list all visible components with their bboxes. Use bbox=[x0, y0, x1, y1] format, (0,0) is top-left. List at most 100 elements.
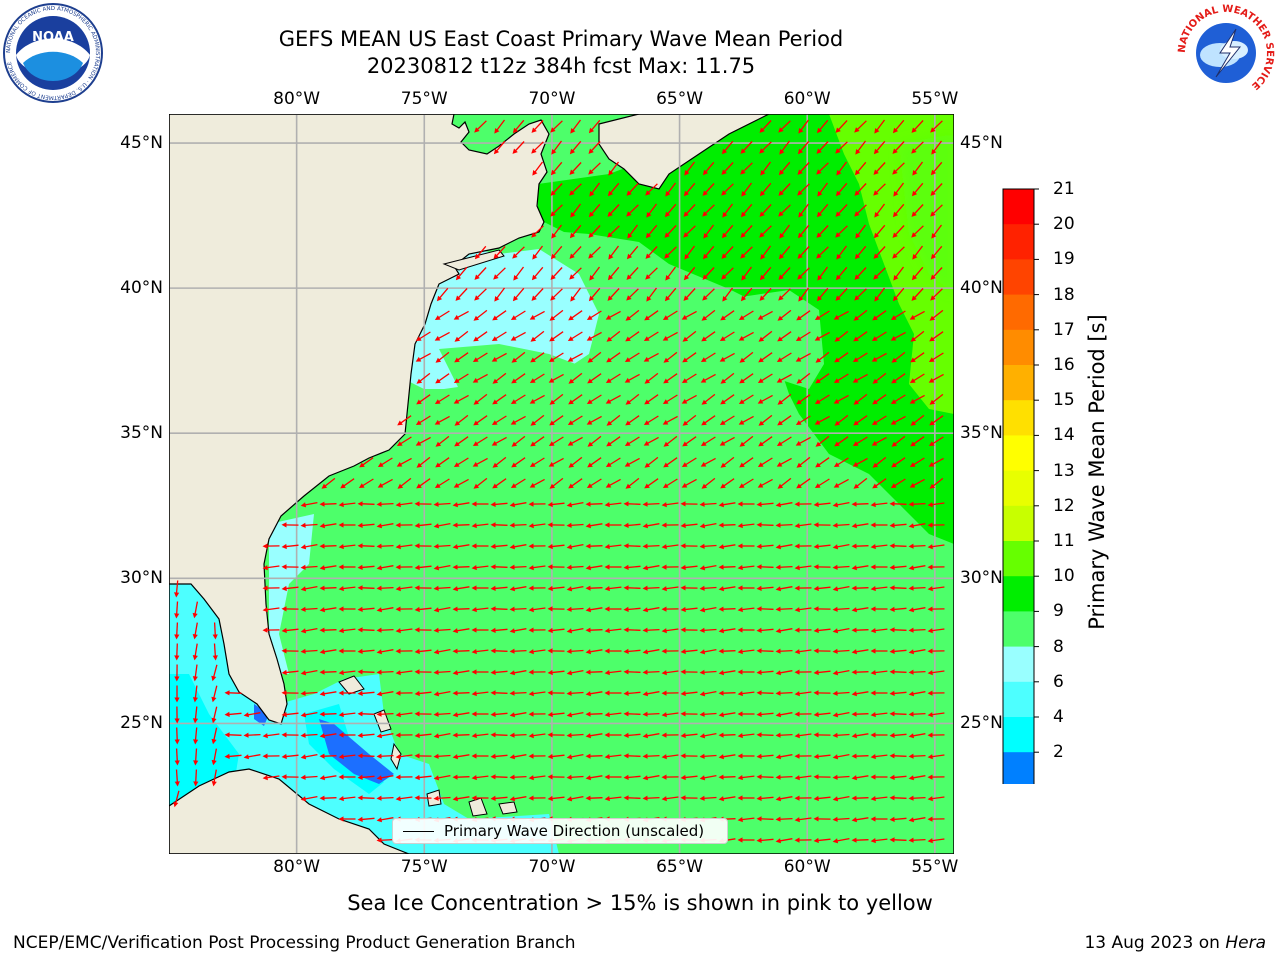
wave-arrow-head bbox=[757, 378, 764, 383]
lat-tick-label-left: 40°N bbox=[120, 278, 163, 299]
wave-arrow-head bbox=[625, 336, 631, 342]
wave-arrow-head bbox=[794, 795, 800, 801]
wave-arrow-head bbox=[530, 441, 536, 447]
wave-arrow-head bbox=[758, 357, 764, 363]
wave-arrow-head bbox=[646, 296, 652, 302]
colorbar-tick-label: 2 bbox=[1053, 742, 1064, 763]
wave-arrow-head bbox=[680, 795, 686, 801]
wave-arrow-head bbox=[452, 628, 458, 634]
wave-arrow-head bbox=[927, 796, 933, 802]
wave-arrow-head bbox=[890, 315, 897, 320]
wave-arrow-head bbox=[608, 254, 614, 260]
colorbar-tick-label: 6 bbox=[1053, 671, 1064, 692]
wave-arrow-head bbox=[623, 648, 629, 654]
wave-arrow-head bbox=[719, 420, 726, 425]
colorbar-tick-label: 9 bbox=[1053, 601, 1064, 622]
wave-arrow-head bbox=[604, 606, 610, 612]
wave-arrow-head bbox=[739, 441, 746, 447]
wave-arrow-head bbox=[889, 669, 895, 675]
wave-arrow-head bbox=[490, 606, 496, 612]
wave-arrow-head bbox=[529, 482, 536, 488]
wave-arrow-head bbox=[455, 295, 461, 301]
wave-arrow-head bbox=[569, 148, 576, 155]
wave-arrow-head bbox=[338, 690, 344, 696]
wave-arrow-head bbox=[212, 655, 218, 661]
wave-arrow-head bbox=[889, 753, 895, 759]
wave-arrow-head bbox=[528, 607, 534, 613]
wave-arrow-head bbox=[338, 732, 344, 738]
wave-arrow-head bbox=[834, 420, 841, 426]
wave-arrow-head bbox=[740, 295, 747, 302]
wave-arrow-head bbox=[662, 399, 669, 404]
wave-arrow-head bbox=[606, 441, 612, 447]
wave-arrow-head bbox=[642, 691, 648, 697]
wave-arrow-head bbox=[549, 420, 555, 426]
wave-arrow-head bbox=[192, 612, 198, 619]
wave-arrow-head bbox=[927, 732, 933, 738]
wave-arrow-head bbox=[338, 712, 344, 718]
wave-arrow-head bbox=[851, 565, 857, 571]
wave-arrow-head bbox=[908, 649, 914, 655]
wave-arrow-head bbox=[699, 501, 705, 507]
wave-arrow-head bbox=[551, 149, 557, 155]
wave-arrow-head bbox=[929, 420, 935, 426]
wave-arrow-head bbox=[604, 774, 610, 780]
wave-arrow-head bbox=[833, 314, 840, 320]
wave-arrow-head bbox=[281, 648, 287, 654]
wave-arrow-head bbox=[908, 691, 914, 697]
wave-arrow-head bbox=[532, 254, 538, 260]
wave-arrow-head bbox=[775, 670, 781, 676]
wave-arrow-head bbox=[300, 774, 306, 780]
wave-arrow-head bbox=[490, 732, 496, 738]
wave-arrow-head bbox=[927, 648, 933, 654]
wave-arrow-head bbox=[680, 732, 686, 739]
wave-arrow-head bbox=[623, 753, 629, 759]
colorbar bbox=[1002, 188, 1039, 784]
wave-arrow-head bbox=[319, 669, 325, 675]
wave-arrow-head bbox=[566, 670, 573, 676]
wave-arrow-head bbox=[756, 501, 762, 507]
wave-arrow-head bbox=[737, 543, 743, 549]
wave-arrow-head bbox=[625, 399, 632, 405]
wave-arrow-head bbox=[775, 712, 781, 718]
wave-arrow-head bbox=[681, 378, 688, 383]
wave-arrow-head bbox=[414, 711, 420, 717]
wave-arrow-head bbox=[680, 543, 686, 549]
wave-arrow-head bbox=[357, 522, 363, 528]
wave-arrow-head bbox=[626, 190, 632, 196]
wave-arrow-head bbox=[813, 837, 819, 844]
wave-arrow-head bbox=[740, 253, 746, 259]
wave-arrow-head bbox=[211, 738, 217, 745]
wave-arrow-head bbox=[490, 648, 496, 654]
wave-arrow-head bbox=[796, 462, 803, 468]
wave-arrow-head bbox=[436, 295, 443, 302]
wave-arrow-head bbox=[832, 712, 839, 718]
wave-arrow-head bbox=[870, 606, 876, 612]
lon-tick-label-top: 55°W bbox=[911, 89, 959, 109]
wave-arrow-head bbox=[718, 586, 724, 592]
wave-arrow-head bbox=[547, 585, 553, 592]
wave-arrow-head bbox=[908, 523, 914, 529]
wave-arrow-head bbox=[855, 233, 861, 239]
wave-arrow-head bbox=[528, 733, 534, 739]
wave-arrow-head bbox=[357, 648, 363, 654]
wave-arrow-head bbox=[319, 565, 325, 571]
wave-arrow-head bbox=[739, 378, 745, 384]
footer-credit: NCEP/EMC/Verification Post Processing Pr… bbox=[13, 933, 576, 953]
wave-arrow-head bbox=[718, 606, 724, 612]
wave-arrow-head bbox=[530, 420, 537, 426]
land-nova-scotia bbox=[598, 114, 770, 190]
wave-arrow-head bbox=[702, 295, 708, 301]
wave-arrow-head bbox=[795, 420, 802, 425]
wave-arrow-head bbox=[779, 149, 785, 155]
wave-arrow-head bbox=[586, 315, 593, 320]
wave-arrow-head bbox=[889, 522, 895, 528]
wave-arrow-head bbox=[891, 357, 898, 363]
wave-arrow-head bbox=[852, 357, 859, 362]
wave-arrow-head bbox=[642, 649, 648, 655]
wave-arrow-head bbox=[684, 254, 690, 260]
wave-arrow-head bbox=[434, 483, 441, 488]
wave-arrow-head bbox=[549, 483, 556, 489]
wave-arrow-head bbox=[683, 232, 689, 238]
colorbar-segment bbox=[1003, 505, 1034, 542]
